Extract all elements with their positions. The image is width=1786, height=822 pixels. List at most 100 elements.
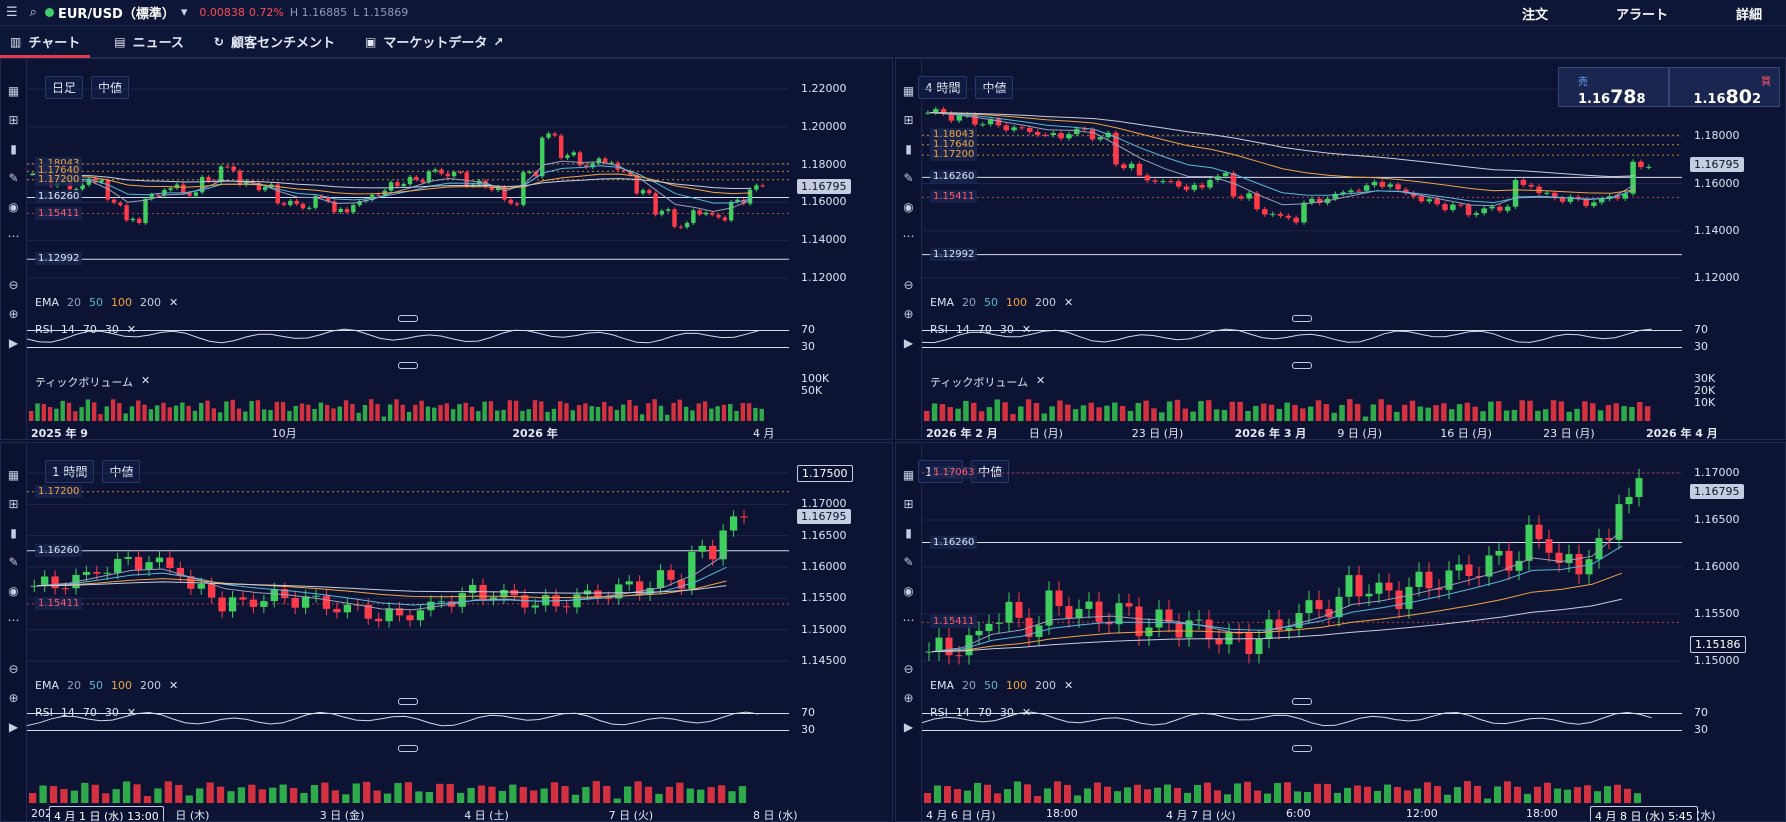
sell-quote[interactable]: 売 1.16788 — [1558, 67, 1669, 108]
close-icon[interactable]: ✕ — [168, 679, 179, 692]
more-icon[interactable]: ⋯ — [902, 229, 915, 243]
chart-panel-4[interactable]: ▦⊞▮✎◉⋯⊖⊕▶15 分中値1.170001.165001.160001.15… — [895, 442, 1786, 822]
rsi-legend[interactable]: RSI 14 70 30 ✕ — [930, 323, 1031, 336]
order-button[interactable]: 注文 — [1521, 7, 1548, 23]
pane-resize-handle[interactable] — [398, 315, 418, 322]
close-icon[interactable]: ✕ — [1063, 679, 1074, 692]
zoom-in-icon[interactable]: ⊕ — [8, 307, 19, 321]
price-chart[interactable] — [27, 443, 789, 822]
menu-icon[interactable]: ☰ — [6, 5, 18, 20]
grid-icon[interactable]: ⊞ — [903, 113, 914, 127]
more-icon[interactable]: ⋯ — [7, 613, 20, 627]
eye-icon[interactable]: ◉ — [903, 584, 914, 598]
sell-price-small: 8 — [1636, 92, 1646, 107]
close-icon[interactable]: ✕ — [141, 374, 151, 387]
candle — [1559, 198, 1566, 202]
pencil-icon[interactable]: ✎ — [903, 555, 914, 569]
ema-legend[interactable]: EMA 20 50 100 200 ✕ — [35, 296, 178, 309]
ema-legend[interactable]: EMA 20 50 100 200 ✕ — [35, 679, 178, 692]
timeframe-button[interactable]: 日足 — [45, 76, 84, 99]
eye-icon[interactable]: ◉ — [8, 584, 19, 598]
close-icon[interactable]: ✕ — [127, 323, 136, 336]
pane-resize-handle[interactable] — [1292, 698, 1312, 705]
play-icon[interactable]: ▶ — [903, 720, 914, 734]
calendar-icon[interactable]: ▦ — [7, 84, 20, 98]
search-icon[interactable]: ⌕ — [29, 5, 37, 20]
grid-icon[interactable]: ⊞ — [8, 497, 19, 511]
ema-legend[interactable]: EMA 20 50 100 200 ✕ — [930, 296, 1073, 309]
ema-legend[interactable]: EMA 20 50 100 200 ✕ — [930, 679, 1073, 692]
buy-quote[interactable]: 買 1.16802 — [1669, 67, 1780, 108]
price-type-button[interactable]: 中値 — [971, 460, 1010, 483]
zoom-out-icon[interactable]: ⊖ — [8, 662, 19, 676]
tab-chart[interactable]: ▥ チャート — [0, 26, 91, 58]
high-price: H 1.16885 — [289, 6, 348, 19]
grid-icon[interactable]: ⊞ — [903, 497, 914, 511]
play-icon[interactable]: ▶ — [8, 336, 19, 350]
timeframe-button[interactable]: 1 時間 — [45, 460, 95, 483]
rsi-legend[interactable]: RSI 14 70 30 ✕ — [35, 323, 136, 336]
pane-resize-handle[interactable] — [1292, 315, 1312, 322]
tab-market-data[interactable]: ▣ マーケットデータ ↗ — [355, 26, 513, 58]
play-icon[interactable]: ▶ — [8, 720, 19, 734]
volume-bar — [1294, 791, 1301, 803]
play-icon[interactable]: ▶ — [903, 336, 914, 350]
pencil-icon[interactable]: ✎ — [8, 555, 19, 569]
bar-chart-icon[interactable]: ▮ — [10, 142, 17, 156]
pencil-icon[interactable]: ✎ — [8, 171, 19, 185]
alert-button[interactable]: アラート — [1615, 7, 1668, 23]
rsi-legend[interactable]: RSI 14 70 30 ✕ — [930, 706, 1031, 719]
bar-chart-icon[interactable]: ▮ — [905, 142, 912, 156]
rsi-legend[interactable]: RSI 14 70 30 ✕ — [35, 706, 136, 719]
price-type-button[interactable]: 中値 — [102, 460, 141, 483]
price-type-button[interactable]: 中値 — [91, 76, 130, 99]
ema-line — [929, 112, 1636, 204]
more-icon[interactable]: ⋯ — [902, 613, 915, 627]
volume-legend[interactable]: ティックボリューム ✕ — [930, 374, 1045, 390]
pane-resize-handle[interactable] — [398, 745, 418, 752]
bar-chart-icon[interactable]: ▮ — [905, 526, 912, 540]
chevron-down-icon[interactable]: ▾ — [180, 5, 188, 20]
calendar-icon[interactable]: ▦ — [7, 468, 20, 482]
bar-chart-icon[interactable]: ▮ — [10, 526, 17, 540]
zoom-out-icon[interactable]: ⊖ — [8, 278, 19, 292]
close-icon[interactable]: ✕ — [1022, 706, 1031, 719]
tab-sentiment[interactable]: ↻ 顧客センチメント — [204, 26, 345, 58]
symbol-name[interactable]: EUR/USD（標準） — [57, 7, 175, 22]
close-icon[interactable]: ✕ — [1063, 296, 1074, 309]
price-type-button[interactable]: 中値 — [975, 76, 1014, 99]
zoom-in-icon[interactable]: ⊕ — [903, 307, 914, 321]
pane-resize-handle[interactable] — [1292, 745, 1312, 752]
pane-resize-handle[interactable] — [398, 362, 418, 369]
price-chart[interactable] — [27, 59, 789, 440]
timeframe-button[interactable]: 4 時間 — [918, 76, 968, 99]
calendar-icon[interactable]: ▦ — [902, 84, 915, 98]
detail-button[interactable]: 詳細 — [1735, 7, 1762, 23]
zoom-in-icon[interactable]: ⊕ — [903, 691, 914, 705]
eye-icon[interactable]: ◉ — [8, 200, 19, 214]
zoom-in-icon[interactable]: ⊕ — [8, 691, 19, 705]
grid-icon[interactable]: ⊞ — [8, 113, 19, 127]
pencil-icon[interactable]: ✎ — [903, 171, 914, 185]
close-icon[interactable]: ✕ — [168, 296, 179, 309]
calendar-icon[interactable]: ▦ — [902, 468, 915, 482]
chart-panel-2[interactable]: ▦⊞▮✎◉⋯⊖⊕▶4 時間中値1.200001.180001.160001.14… — [895, 58, 1786, 440]
zoom-out-icon[interactable]: ⊖ — [903, 278, 914, 292]
close-icon[interactable]: ✕ — [1036, 374, 1046, 387]
chart-panel-1[interactable]: ▦ ⊞ ▮ ✎ ◉ ⋯ ⊖ ⊕ ▶ 日足 中値 1.22000 1.20000 1.18000 1.1600… — [0, 58, 893, 440]
pane-resize-handle[interactable] — [398, 698, 418, 705]
more-icon[interactable]: ⋯ — [7, 229, 20, 243]
candle — [270, 589, 278, 602]
pane-resize-handle[interactable] — [1292, 362, 1312, 369]
candle — [1191, 184, 1198, 190]
tab-news[interactable]: ▤ ニュース — [104, 26, 194, 58]
candle — [1105, 622, 1113, 625]
price-chart[interactable] — [922, 59, 1682, 440]
zoom-out-icon[interactable]: ⊖ — [903, 662, 914, 676]
close-icon[interactable]: ✕ — [1022, 323, 1031, 336]
close-icon[interactable]: ✕ — [127, 706, 136, 719]
volume-legend[interactable]: ティックボリューム ✕ — [35, 374, 150, 390]
eye-icon[interactable]: ◉ — [903, 200, 914, 214]
price-chart[interactable] — [922, 443, 1682, 822]
